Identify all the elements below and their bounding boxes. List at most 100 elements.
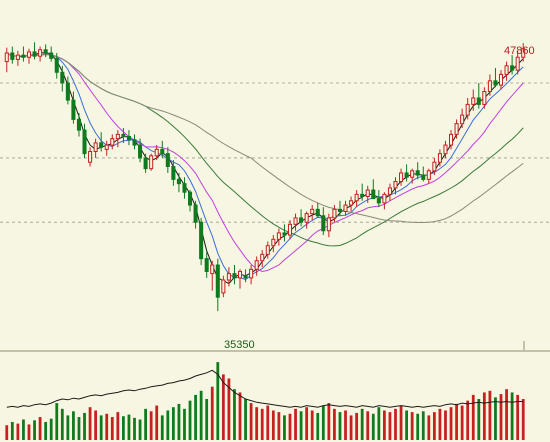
candle-64 — [360, 183, 365, 201]
volume-bar-72 — [405, 410, 408, 440]
candle-body — [188, 191, 193, 206]
candle-9 — [54, 52, 59, 79]
volume-bar-76 — [427, 415, 431, 440]
candle-89 — [498, 70, 504, 90]
volume-bar-89 — [499, 394, 503, 440]
candle-12 — [71, 91, 76, 124]
candle-body — [154, 148, 159, 157]
volume-bar-2 — [16, 423, 20, 440]
candle-4 — [26, 48, 32, 64]
volume-bar-18 — [105, 413, 109, 440]
volume-bar-21 — [122, 416, 125, 440]
candle-50 — [282, 224, 287, 242]
candle-36 — [204, 252, 209, 278]
candle-61 — [343, 200, 348, 216]
volume-bar-39 — [221, 374, 225, 440]
candle-66 — [371, 179, 376, 200]
candle-8 — [49, 46, 54, 62]
candle-body — [343, 204, 348, 212]
candle-52 — [293, 213, 298, 231]
volume-bar-87 — [488, 390, 492, 440]
candle-3 — [21, 46, 26, 62]
volume-bar-91 — [510, 392, 514, 440]
candle-body — [376, 198, 381, 204]
ma-line-black — [6, 52, 524, 285]
volume-bar-58 — [327, 403, 331, 440]
candle-body — [204, 258, 209, 272]
candle-body — [421, 174, 426, 180]
candle-body — [182, 183, 187, 193]
volume-bar-53 — [299, 411, 303, 440]
volume-bar-41 — [233, 389, 236, 440]
volume-bar-66 — [371, 413, 375, 440]
candle-body — [399, 172, 404, 182]
volume-bar-47 — [266, 405, 270, 440]
candle-body — [237, 270, 243, 279]
candle-body — [149, 155, 154, 170]
candle-85 — [476, 82, 481, 109]
candle-76 — [426, 168, 431, 184]
candle-body — [143, 157, 148, 170]
candle-body — [521, 48, 526, 58]
candle-37 — [210, 260, 215, 291]
volume-bar-46 — [260, 408, 264, 440]
candle-body — [315, 208, 320, 217]
candle-34 — [193, 200, 198, 229]
candle-35 — [199, 217, 204, 266]
volume-bar-57 — [321, 405, 325, 440]
candle-49 — [276, 228, 281, 246]
volume-bar-44 — [249, 403, 253, 440]
volume-bar-36 — [205, 399, 209, 440]
candle-body — [32, 51, 37, 57]
candle-92 — [515, 50, 520, 75]
volume-bar-78 — [438, 408, 442, 440]
volume-bar-26 — [149, 411, 153, 440]
candle-77 — [432, 157, 437, 176]
volume-bar-79 — [444, 410, 447, 440]
ma-line-blue — [6, 52, 524, 281]
volume-bar-3 — [22, 419, 25, 440]
candle-body — [365, 189, 370, 197]
candle-body — [171, 166, 176, 180]
candle-body — [371, 189, 376, 200]
volume-bar-48 — [271, 410, 275, 440]
volume-bar-67 — [377, 407, 381, 440]
candle-body — [426, 170, 431, 180]
volume-bar-84 — [471, 394, 475, 440]
volume-bar-5 — [33, 420, 36, 440]
volume-bar-14 — [83, 412, 86, 440]
volume-bar-10 — [60, 408, 64, 440]
candle-body — [387, 187, 392, 195]
candle-body — [260, 253, 265, 262]
candle-body — [415, 170, 420, 176]
candle-body — [104, 144, 109, 150]
volume-bar-31 — [177, 403, 181, 440]
candle-48 — [271, 235, 276, 253]
volume-bar-54 — [305, 407, 309, 440]
candle-18 — [104, 140, 109, 156]
candle-body — [76, 118, 81, 131]
candle-21 — [121, 127, 126, 143]
candle-27 — [154, 145, 159, 161]
candle-23 — [132, 134, 137, 150]
volume-average-line — [6, 369, 524, 408]
volume-bar-74 — [416, 413, 420, 440]
candle-75 — [421, 166, 426, 182]
candle-body — [454, 123, 459, 135]
candle-29 — [165, 147, 170, 173]
candle-body — [476, 97, 481, 105]
candle-42 — [237, 269, 243, 289]
volume-bar-85 — [477, 399, 481, 440]
volume-bar-45 — [255, 407, 259, 440]
candle-body — [498, 73, 504, 86]
volume-bar-9 — [55, 403, 59, 440]
volume-bar-86 — [482, 392, 486, 440]
candle-body — [65, 82, 70, 101]
candle-39 — [221, 275, 226, 298]
candle-71 — [399, 168, 404, 186]
volume-bar-4 — [27, 424, 31, 440]
candle-body — [26, 51, 32, 58]
candle-88 — [493, 67, 498, 88]
candle-68 — [382, 192, 387, 210]
candle-body — [410, 170, 415, 178]
